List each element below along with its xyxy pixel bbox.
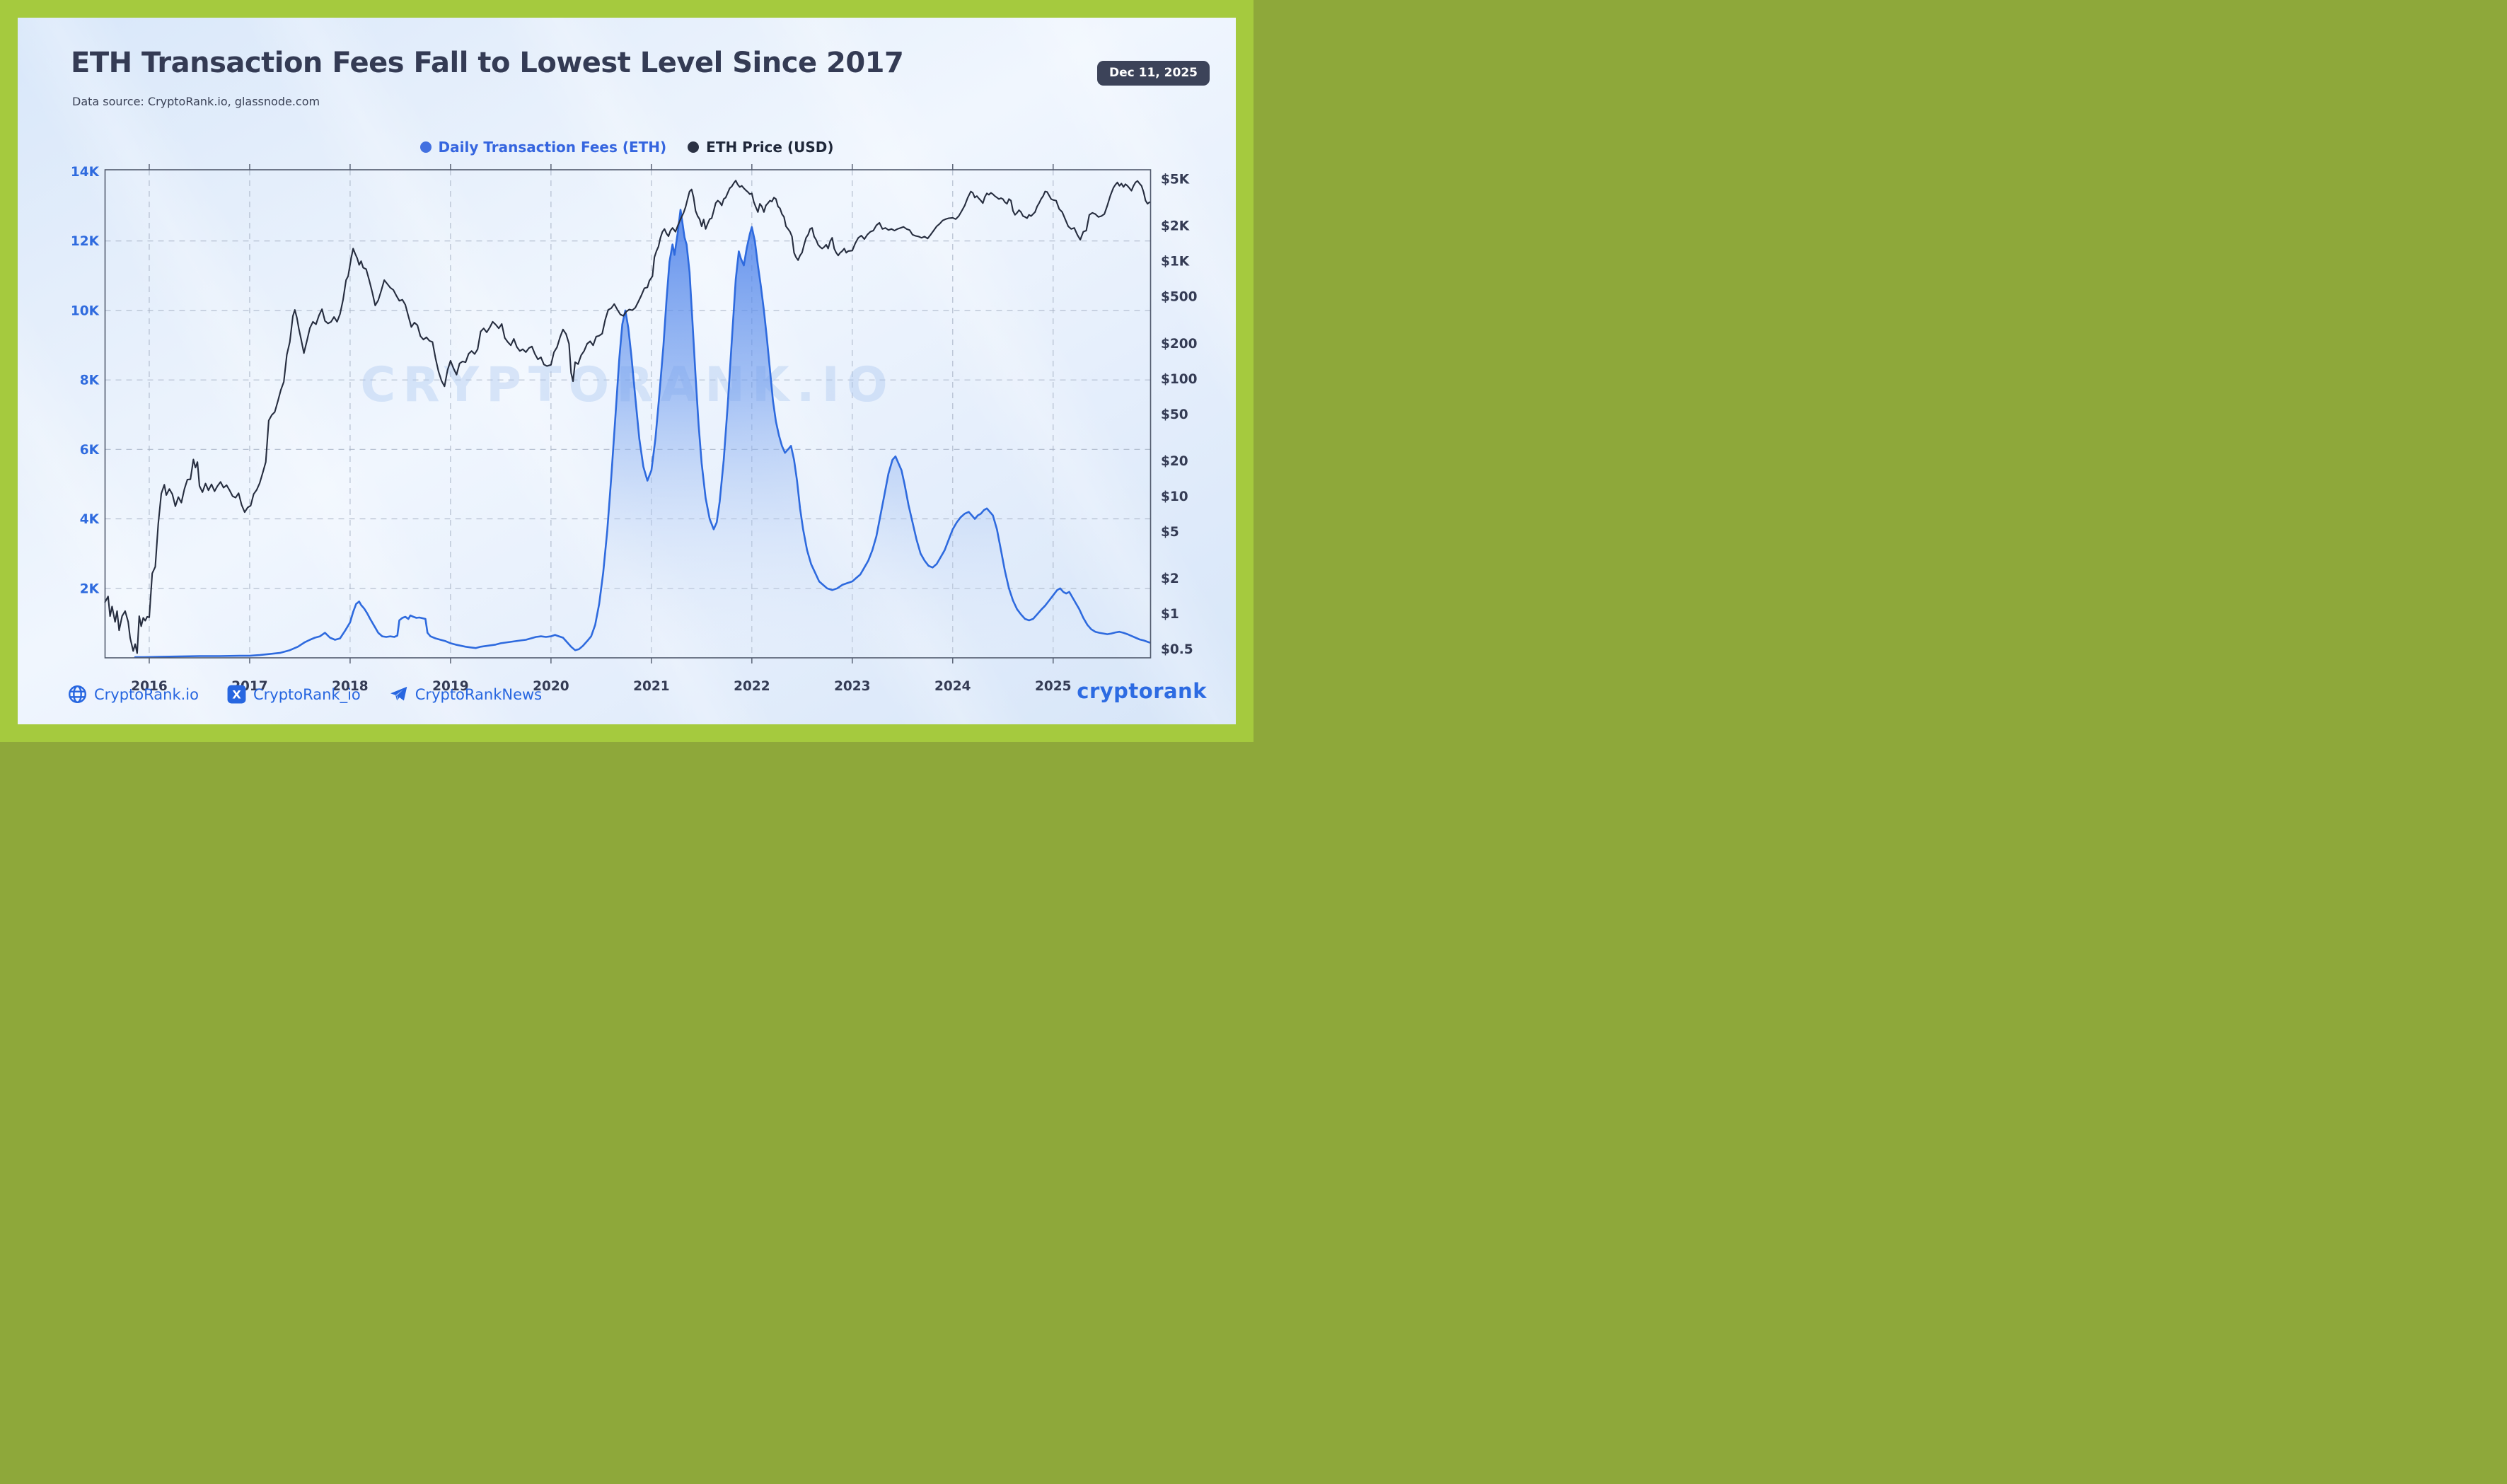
right-axis-label: $500 (1161, 290, 1198, 305)
legend-item-fees: Daily Transaction Fees (ETH) (419, 139, 667, 156)
telegram-icon (390, 686, 407, 701)
right-axis-label: $2K (1161, 219, 1190, 234)
right-axis-label: $50 (1161, 407, 1188, 422)
right-axis-label: $20 (1161, 454, 1188, 469)
left-axis-label: 2K (80, 581, 100, 596)
right-axis-label: $1 (1161, 607, 1179, 622)
right-axis-label: $0.5 (1161, 642, 1193, 657)
infographic-frame: CRYPTORANK.IO2K4K6K8K10K12K14K$5K$2K$1K$… (0, 0, 1254, 742)
legend-label-price: ETH Price (USD) (706, 139, 834, 156)
right-axis-label: $5K (1161, 173, 1190, 187)
right-axis-label: $10 (1161, 489, 1188, 504)
date-badge: Dec 11, 2025 (1097, 61, 1210, 86)
right-axis-label: $5 (1161, 525, 1179, 540)
left-axis-label: 10K (71, 303, 100, 318)
globe-icon (69, 685, 86, 703)
left-axis-label: 4K (80, 512, 100, 527)
left-axis-label: 12K (71, 234, 100, 249)
right-axis-label: $1K (1161, 255, 1190, 269)
website-link[interactable]: CryptoRank.io (68, 685, 199, 704)
x-twitter-link[interactable]: X CryptoRank_io (227, 685, 361, 704)
cryptorank-logo: cryptorank (1077, 679, 1207, 703)
x-icon: X (227, 685, 246, 704)
price-line (104, 180, 1151, 654)
chart: CRYPTORANK.IO2K4K6K8K10K12K14K$5K$2K$1K$… (71, 164, 1198, 694)
left-axis-label: 14K (71, 165, 100, 180)
fees-area (135, 209, 1150, 658)
x-link-label: CryptoRank_io (253, 685, 361, 703)
x-axis-label: 2016 (131, 679, 168, 694)
svg-text:X: X (232, 688, 241, 701)
x-axis-label: 2022 (734, 679, 770, 694)
website-link-label: CryptoRank.io (94, 685, 199, 703)
data-source-note: Data source: CryptoRank.io, glassnode.co… (72, 95, 320, 108)
fees-line (134, 209, 1151, 659)
telegram-link[interactable]: CryptoRankNews (389, 685, 542, 704)
page-title: ETH Transaction Fees Fall to Lowest Leve… (71, 47, 904, 79)
left-axis-label: 8K (80, 373, 100, 388)
footer-social-links: CryptoRank.io X CryptoRank_io CryptoRank… (68, 685, 542, 704)
right-axis-label: $200 (1161, 337, 1198, 352)
x-axis-label: 2018 (332, 679, 369, 694)
legend-item-price: ETH Price (USD) (688, 139, 833, 156)
x-axis-label: 2019 (432, 679, 469, 694)
x-axis-label: 2025 (1035, 679, 1072, 694)
x-axis-label: 2023 (834, 679, 871, 694)
right-axis-label: $100 (1161, 372, 1198, 387)
left-axis-label: 6K (80, 443, 100, 458)
right-axis-label: $2 (1161, 572, 1179, 586)
x-axis-label: 2020 (533, 679, 569, 694)
telegram-link-label: CryptoRankNews (415, 685, 543, 703)
plot-border (104, 169, 1152, 659)
fees-series-dot-icon (419, 141, 432, 153)
price-series-dot-icon (688, 141, 700, 153)
x-axis-label: 2021 (633, 679, 670, 694)
legend-label-fees: Daily Transaction Fees (ETH) (438, 139, 667, 156)
x-axis-label: 2024 (934, 679, 971, 694)
legend: Daily Transaction Fees (ETH) ETH Price (… (0, 139, 1254, 156)
